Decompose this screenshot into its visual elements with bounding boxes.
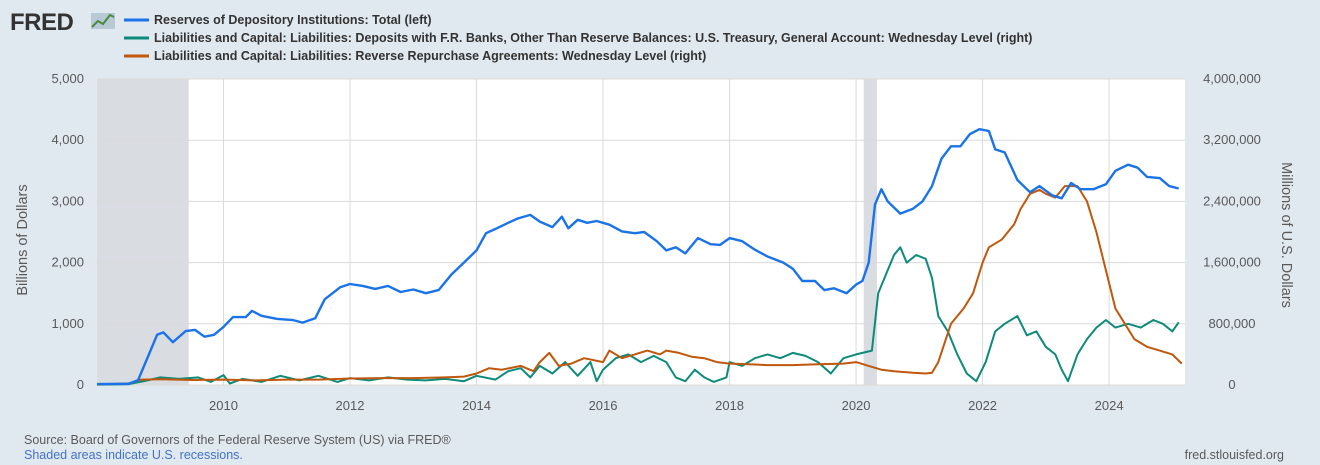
x-tick-label: 2012 (336, 398, 365, 413)
x-tick-label: 2022 (968, 398, 997, 413)
y-right-tick-label: 2,400,000 (1203, 193, 1261, 208)
y-right-tick-label: 4,000,000 (1203, 71, 1261, 86)
x-tick-label: 2016 (589, 398, 618, 413)
y-axis-left-title: Billions of Dollars (15, 184, 31, 295)
x-tick-label: 2024 (1095, 398, 1124, 413)
x-tick-label: 2020 (842, 398, 871, 413)
x-tick-label: 2014 (462, 398, 491, 413)
y-right-tick-label: 3,200,000 (1203, 132, 1261, 147)
y-right-tick-label: 800,000 (1209, 316, 1256, 331)
fred-logo[interactable]: FRED (10, 9, 115, 36)
site-link[interactable]: fred.stlouisfed.org (1184, 448, 1284, 462)
recession-band-1 (863, 79, 877, 385)
series-lines (96, 127, 1183, 386)
y-axis-right: 0 800,000 1,600,000 2,400,000 3,200,000 4,000… (1203, 71, 1261, 392)
source-note: Source: Board of Governors of the Federa… (24, 433, 451, 447)
y-axis-left: 0 1,000 2,000 3,000 4,000 5,000 (51, 71, 84, 392)
x-tick-label: 2010 (209, 398, 238, 413)
legend: Reserves of Depository Institutions: Tot… (124, 13, 1032, 63)
recession-shading (97, 79, 877, 385)
y-right-tick-label: 1,600,000 (1203, 255, 1261, 270)
series-line-0 (96, 127, 1179, 386)
y-left-tick-label: 3,000 (51, 193, 84, 208)
recession-band-0 (97, 79, 189, 385)
recession-note-link[interactable]: Shaded areas indicate U.S. recessions. (24, 448, 243, 462)
x-axis: 2010 2012 2014 2016 2018 2020 2022 2024 (209, 398, 1124, 413)
y-axis-right-title: Millions of U.S. Dollars (1278, 162, 1294, 308)
legend-label-2[interactable]: Liabilities and Capital: Liabilities: Re… (154, 49, 706, 63)
y-left-tick-label: 0 (77, 377, 84, 392)
y-left-tick-label: 5,000 (51, 71, 84, 86)
x-tick-label: 2018 (715, 398, 744, 413)
fred-logo-graph-icon (91, 13, 115, 29)
y-left-tick-label: 4,000 (51, 132, 84, 147)
y-right-tick-label: 0 (1228, 377, 1235, 392)
y-left-tick-label: 2,000 (51, 255, 84, 270)
y-left-tick-label: 1,000 (51, 316, 84, 331)
legend-label-0[interactable]: Reserves of Depository Institutions: Tot… (154, 13, 432, 27)
fred-logo-text: FRED (10, 9, 74, 36)
legend-label-1[interactable]: Liabilities and Capital: Liabilities: De… (154, 31, 1032, 45)
